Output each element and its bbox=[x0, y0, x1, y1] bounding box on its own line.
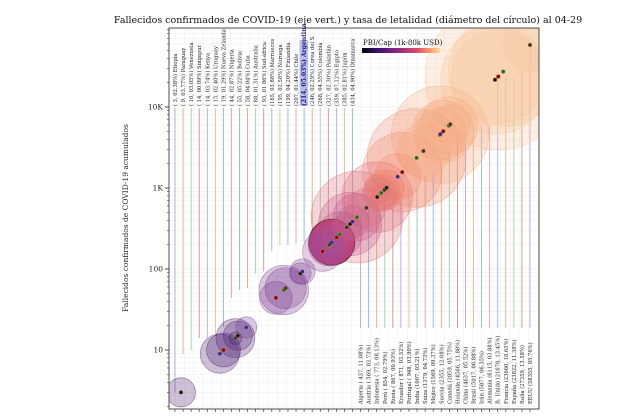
data-point bbox=[441, 129, 446, 134]
point-label: Canadá (2859, 05.75%) bbox=[446, 342, 453, 404]
data-point bbox=[501, 69, 506, 74]
data-point bbox=[283, 286, 288, 291]
bubble-espa-a bbox=[451, 29, 539, 124]
chart-title: Fallecidos confirmados de COVID-19 (eje … bbox=[114, 15, 582, 26]
point-label: Francia (23660, 18.65%) bbox=[503, 339, 510, 404]
data-point bbox=[354, 214, 360, 220]
data-point bbox=[384, 185, 389, 190]
point-label: ( 14, 03.74%) Kenya bbox=[204, 53, 211, 106]
point-label: R. Unido (21678, 13.45%) bbox=[495, 336, 502, 404]
point-label: ( 9, 03.77%) Paraguay bbox=[180, 48, 187, 106]
y-tick-label: 10K bbox=[148, 103, 164, 112]
point-label: ( 10, 03.05%) Venezuela bbox=[188, 42, 195, 106]
data-point bbox=[375, 194, 380, 200]
data-point bbox=[421, 148, 426, 154]
data-point bbox=[334, 235, 339, 240]
data-point bbox=[244, 325, 249, 330]
data-point bbox=[329, 240, 334, 245]
data-point bbox=[273, 295, 279, 301]
data-point bbox=[414, 155, 419, 161]
point-label: Italia (27359, 13.58%) bbox=[519, 345, 526, 404]
bubble-italia bbox=[448, 28, 539, 127]
point-label: (246, 02.29%) Corea del S. bbox=[309, 35, 316, 106]
point-label: EEUU (58355, 05.76%) bbox=[527, 342, 534, 404]
data-point bbox=[235, 333, 241, 338]
point-label: (268, 04.55%) Colombia bbox=[317, 42, 324, 106]
point-label: Indonesia ( 773, 08.13%) bbox=[374, 338, 381, 404]
point-label: ( 44, 02.87%) Nigeria bbox=[228, 49, 235, 106]
point-label: (434, 04.90%) Dinamarca bbox=[350, 39, 357, 106]
point-label: Austria ( 569, 03.73%) bbox=[366, 345, 373, 405]
point-label: ( 3, 02.38%) Etiopía bbox=[172, 54, 179, 106]
point-labels: ( 3, 02.38%) Etiopía( 9, 03.77%) Paragua… bbox=[172, 23, 534, 405]
bubble-eeuu bbox=[502, 28, 539, 72]
point-label: China (4637, 05.52%) bbox=[462, 347, 469, 404]
point-label: Suecia (2355, 12.08%) bbox=[438, 344, 445, 404]
point-label: ( 15, 02.40%) Uruguay bbox=[212, 46, 219, 106]
data-point bbox=[492, 77, 498, 82]
data-point bbox=[217, 351, 222, 356]
point-label: (359, 07.12%) Egipto bbox=[333, 50, 340, 106]
data-point bbox=[395, 174, 400, 179]
point-label: ( 14, 00.09%) Singapur bbox=[196, 44, 203, 106]
point-label: (199, 04.20%) Finlandia bbox=[285, 43, 292, 106]
point-label: Ecuador ( 871, 03.52%) bbox=[398, 342, 405, 404]
point-label: Algeria ( 437, 11.08%) bbox=[358, 345, 365, 405]
highlight-box bbox=[299, 40, 309, 106]
point-label: Suiza (1379, 04.73%) bbox=[422, 348, 429, 404]
data-point bbox=[496, 74, 501, 79]
x-axis bbox=[174, 409, 531, 412]
data-point bbox=[300, 269, 305, 274]
data-point bbox=[320, 249, 325, 254]
point-label: Rusia ( 867, 00.93%) bbox=[390, 349, 397, 404]
point-label: ( 93, 01.86%) Sud-áfrica bbox=[261, 42, 268, 106]
plot-frame bbox=[168, 27, 540, 410]
data-point bbox=[178, 390, 184, 395]
data-point bbox=[527, 42, 533, 48]
data-point bbox=[400, 170, 405, 175]
point-label: Portugal ( 948, 03.90%) bbox=[406, 341, 413, 404]
point-label: (327, 02.30%) Pakistán bbox=[325, 44, 332, 106]
y-tick-label: 10 bbox=[153, 346, 163, 355]
data-point bbox=[221, 347, 226, 353]
data-point bbox=[364, 205, 369, 210]
y-tick-label: 1K bbox=[153, 184, 164, 193]
point-label: Méjico (1569, 09.37%) bbox=[430, 344, 437, 404]
bubble-r-unido bbox=[440, 28, 539, 135]
colorbar-gradient bbox=[362, 48, 440, 53]
point-label: Brasil (5017, 06.88%) bbox=[471, 347, 478, 404]
label-stems bbox=[174, 44, 531, 393]
colorbar-title: PBI/Cap (1k-80k USD) bbox=[363, 39, 443, 47]
bubble-francia bbox=[424, 28, 539, 151]
point-label: Alemania (6115, 03.88%) bbox=[487, 337, 494, 405]
point-label: (385, 02.81%) Japón bbox=[341, 52, 348, 106]
data-point bbox=[379, 190, 384, 196]
point-label: Perú ( 854, 02.79%) bbox=[382, 352, 389, 404]
y-axis-label: Fallecidos confirmados de COVID-19 acumu… bbox=[121, 124, 130, 312]
point-label: ( 55, 05.22%) Bolivia bbox=[237, 51, 244, 106]
colorbar: PBI/Cap (1k-80k USD) bbox=[362, 39, 443, 53]
point-label: ( 19, 01.29%) Nueva Zelanda bbox=[220, 29, 227, 106]
points bbox=[178, 42, 533, 395]
data-point bbox=[438, 131, 443, 137]
point-label: Holanda (4566, 11.88%) bbox=[454, 340, 461, 404]
point-label: (214, 05.03%) Argentina bbox=[301, 23, 308, 106]
point-label: ( 88, 01.31%) Australia bbox=[253, 45, 260, 106]
data-point bbox=[344, 225, 349, 230]
y-tick-label: 100 bbox=[149, 265, 164, 274]
point-label: (165, 03.88%) Marruecos bbox=[269, 39, 276, 106]
y-axis: 10 100 1K 10K bbox=[148, 29, 169, 407]
point-label: Irán (5877, 06.35%) bbox=[479, 351, 486, 404]
point-label: ( 58, 04.04%) Cuba bbox=[245, 55, 252, 106]
data-point bbox=[337, 232, 342, 237]
data-point bbox=[448, 122, 453, 127]
point-label: (207, 01.44%) Chile bbox=[293, 54, 300, 106]
data-point bbox=[350, 219, 355, 224]
grid bbox=[169, 28, 539, 409]
point-label: España (23822, 11.38%) bbox=[511, 339, 518, 404]
point-label: India (1007, 03.21%) bbox=[414, 349, 421, 404]
point-label: (195, 02.58%) Noruega bbox=[277, 44, 284, 106]
